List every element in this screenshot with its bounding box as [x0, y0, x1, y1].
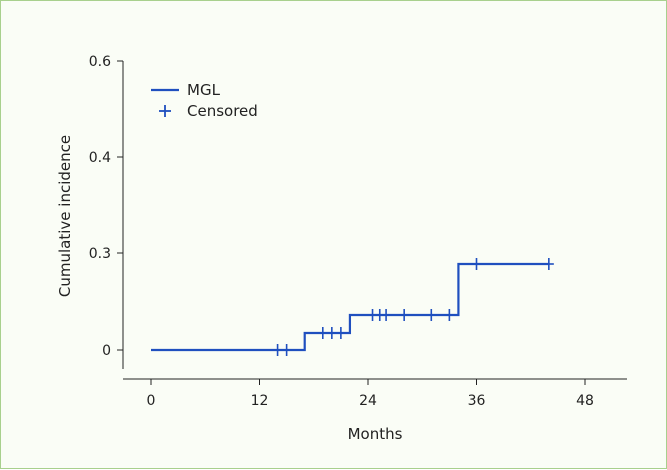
x-tick-label: 48	[576, 393, 594, 409]
x-tick-label: 24	[359, 393, 377, 409]
y-tick-label: 0.6	[89, 54, 111, 70]
x-tick-label: 36	[468, 393, 486, 409]
censored-mark	[272, 344, 283, 356]
legend-mgl-label: MGL	[187, 81, 221, 99]
plot-area	[151, 258, 554, 356]
censored-mark	[399, 309, 410, 321]
censored-mark	[326, 327, 337, 339]
censored-mark	[281, 344, 292, 356]
y-axis-title: Cumulative incidence	[56, 135, 74, 297]
x-tick-label: 0	[147, 393, 156, 409]
censored-mark	[381, 309, 392, 321]
legend-censored-plus-icon	[159, 105, 171, 117]
x-axis-title: Months	[348, 425, 403, 443]
censored-mark	[335, 327, 346, 339]
censored-mark	[426, 309, 437, 321]
x-tick-label: 12	[251, 393, 269, 409]
y-tick-label: 0.3	[89, 246, 111, 262]
censored-mark	[317, 327, 328, 339]
censored-mark	[471, 258, 482, 270]
axes: 0 0.3 0.4 0.6 0 12 24 36 48	[89, 54, 627, 409]
censored-mark	[543, 258, 554, 270]
legend: MGL Censored	[151, 81, 258, 120]
y-tick-label: 0.4	[89, 150, 111, 166]
y-tick-label: 0	[102, 343, 111, 359]
legend-censored-label: Censored	[187, 102, 258, 120]
mgl-step-line	[151, 262, 549, 352]
censored-mark	[444, 309, 455, 321]
